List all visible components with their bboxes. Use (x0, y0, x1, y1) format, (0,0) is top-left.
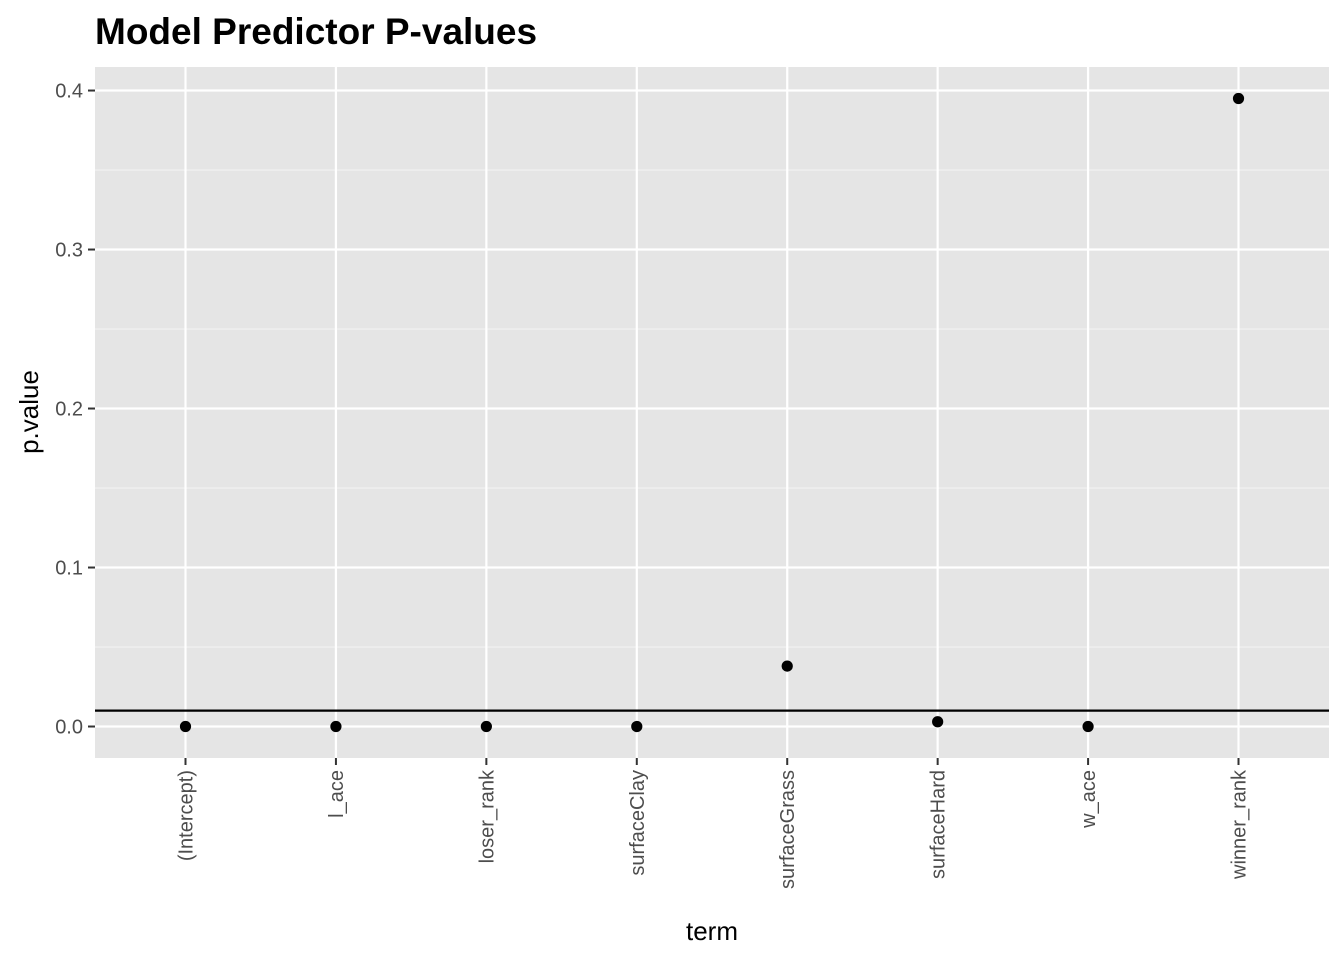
x-tick-label: winner_rank (1229, 769, 1251, 880)
data-point (932, 716, 944, 728)
x-axis: (Intercept) l_ace loser_rank surfaceClay sur… (176, 758, 1251, 889)
data-point (179, 720, 192, 733)
x-axis-title: term (686, 916, 738, 946)
x-tick-label: surfaceClay (627, 770, 649, 876)
data-point (330, 720, 342, 733)
y-tick-label: 0.2 (55, 399, 83, 421)
major-gridlines (95, 67, 1329, 758)
plot-panel (95, 67, 1329, 758)
data-point (631, 720, 643, 733)
x-tick-label: surfaceGrass (777, 770, 799, 889)
x-tick-label: surfaceHard (928, 770, 950, 879)
minor-gridlines (95, 169, 1329, 648)
x-tick-label: l_ace (326, 770, 348, 818)
y-tick-label: 0.0 (55, 717, 83, 739)
y-tick-label: 0.4 (55, 81, 83, 103)
chart-title: Model Predictor P-values (95, 11, 537, 52)
x-tick-label: (Intercept) (176, 770, 198, 861)
y-axis-title: p.value (14, 370, 44, 454)
x-tick-label: w_ace (1078, 770, 1100, 829)
data-point (1232, 92, 1245, 105)
data-point (1082, 720, 1094, 733)
y-axis: 0.0 0.1 0.2 0.3 0.4 (55, 81, 95, 739)
x-tick-label: loser_rank (476, 769, 498, 863)
data-point (781, 660, 793, 672)
data-point (480, 720, 492, 733)
data-points (179, 92, 1245, 733)
y-tick-label: 0.1 (55, 558, 83, 580)
y-tick-label: 0.3 (55, 240, 83, 262)
